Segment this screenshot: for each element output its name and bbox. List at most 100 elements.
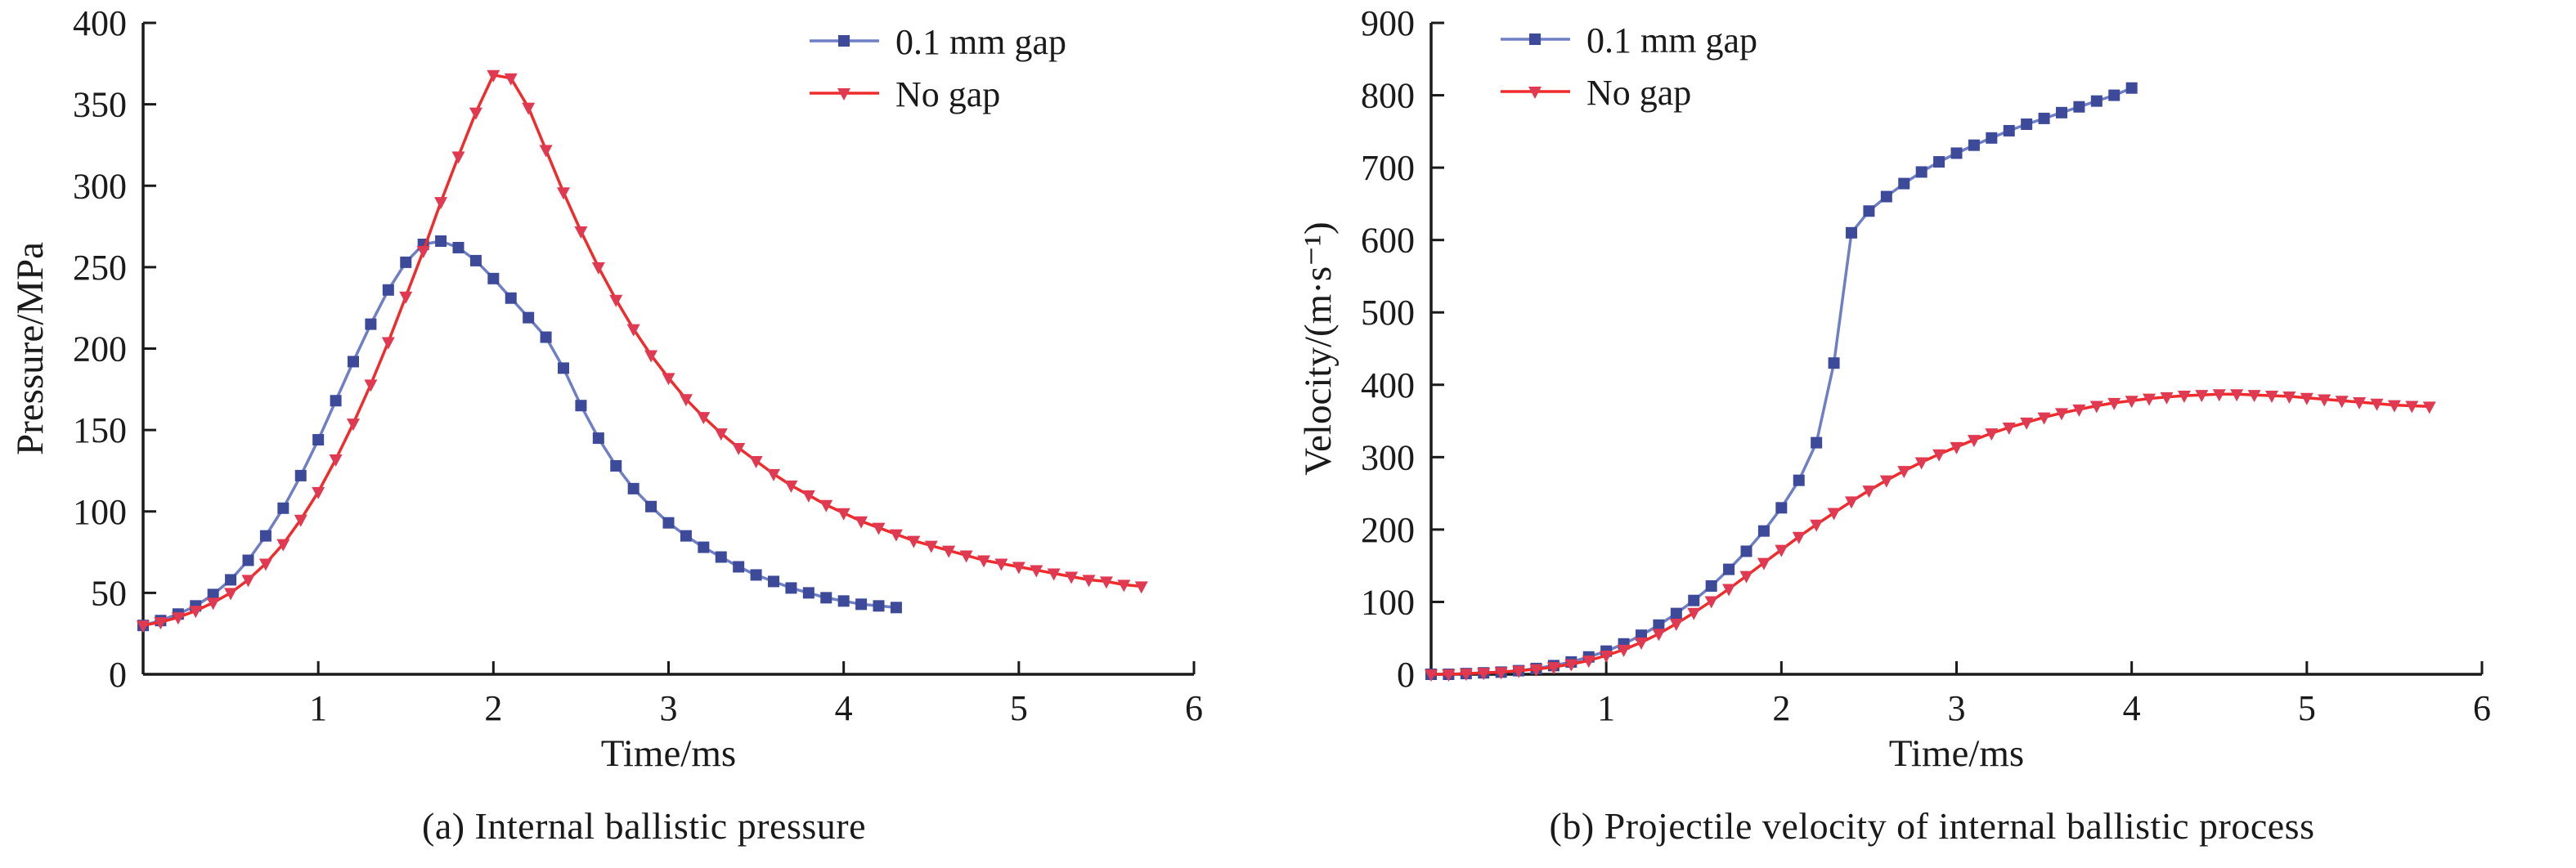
triangle-marker [626,324,640,337]
triangle-marker [522,102,536,115]
x-tick-label: 1 [1597,688,1615,728]
triangle-marker [2195,390,2209,403]
square-marker [2056,106,2067,119]
triangle-marker [819,499,833,512]
y-tick-label: 600 [1361,221,1415,261]
x-tick-label: 6 [2473,688,2491,728]
square-marker [575,400,587,412]
triangle-marker [837,508,850,521]
triangle-marker [1047,568,1061,581]
series-line [1431,392,2430,676]
triangle-marker [2020,417,2034,430]
chart-block-velocity: 1 2 3 4 5 6 0 100 200 300 400 500 600 700 800 900 Time/m… [1288,0,2576,868]
square-marker [469,254,482,266]
square-marker [207,588,219,601]
square-marker [382,284,394,296]
x-tick-label: 4 [835,688,853,728]
triangle-marker [171,612,185,625]
triangle-marker [1082,575,1096,588]
y-tick-label: 300 [73,166,127,206]
y-tick-label: 700 [1361,148,1415,188]
square-marker [698,541,710,553]
triangle-marker [1065,571,1079,584]
square-marker [540,331,552,343]
triangle-marker [1512,665,1526,678]
square-marker [2073,101,2085,113]
triangle-marker [1722,584,1736,597]
triangle-marker [2055,408,2068,421]
square-marker [802,587,815,599]
triangle-marker [1652,629,1666,642]
x-tick-label: 3 [1948,688,1966,728]
triangle-marker [1442,669,1456,682]
triangle-marker [469,107,482,120]
square-marker [645,500,657,512]
triangle-marker [2160,391,2174,405]
triangle-marker [714,428,728,441]
triangle-marker [2247,390,2261,403]
x-axis-title: Time/ms [1889,732,2024,775]
triangle-marker [539,145,553,158]
square-marker [733,561,745,573]
triangle-marker [609,294,623,307]
triangle-marker [1546,662,1560,675]
triangle-marker [574,226,588,239]
triangle-marker [1845,496,1858,509]
triangle-marker [2387,400,2401,413]
square-marker [523,311,535,324]
x-tick-label: 2 [1772,688,1790,728]
triangle-marker [644,350,658,363]
y-tick-label: 200 [73,329,127,369]
triangle-marker [801,490,815,503]
triangle-marker [241,575,255,588]
triangle-marker [137,620,150,633]
x-tick-label: 5 [2298,688,2316,728]
triangle-marker [889,529,903,542]
square-marker [487,272,500,284]
triangle-marker [1757,557,1770,570]
square-marker [1670,607,1682,620]
legend-entry-label: 0.1 mm gap [895,22,1066,62]
triangle-marker [749,455,763,468]
square-marker [259,530,272,542]
square-marker [348,356,359,368]
triangle-marker [154,617,168,630]
triangle-marker [1827,508,1841,521]
triangle-marker [2107,397,2121,410]
triangle-marker [1635,638,1648,651]
triangle-marker [1459,669,1473,682]
square-marker [330,395,342,407]
square-marker [785,582,797,594]
triangle-marker [1967,435,1981,448]
y-tick-label: 400 [1361,365,1415,405]
triangle-marker [329,454,343,467]
chart-block-pressure: 1 2 3 4 5 6 0 50 100 150 200 250 300 350 400 Time/ms Pre… [9,3,1203,847]
triangle-marker [907,535,921,548]
square-marker [1653,619,1665,631]
triangle-marker [697,412,711,425]
square-marker [592,432,604,445]
triangle-marker [224,588,238,601]
triangle-marker [1810,519,1824,532]
triangle-marker [189,606,203,619]
y-tick-label: 250 [73,248,127,288]
y-axis-title: Velocity/(m·s⁻¹) [1297,221,1340,475]
square-marker [365,318,377,330]
triangle-marker [1704,596,1718,609]
triangle-marker [784,480,798,493]
triangle-marker [312,486,325,499]
square-marker [680,530,692,542]
square-marker [242,554,254,566]
triangle-marker [855,516,868,529]
square-marker [1757,525,1770,537]
velocity-caption: (b) Projectile velocity of internal ball… [1549,804,2315,847]
square-marker [1740,545,1752,557]
square-marker [2125,82,2138,94]
triangle-marker [1600,650,1613,663]
triangle-marker [2282,391,2296,404]
triangle-marker [1985,428,1999,441]
y-tick-label: 900 [1361,3,1415,43]
triangle-marker [994,558,1008,571]
triangle-marker [504,73,518,86]
square-marker [750,569,762,581]
